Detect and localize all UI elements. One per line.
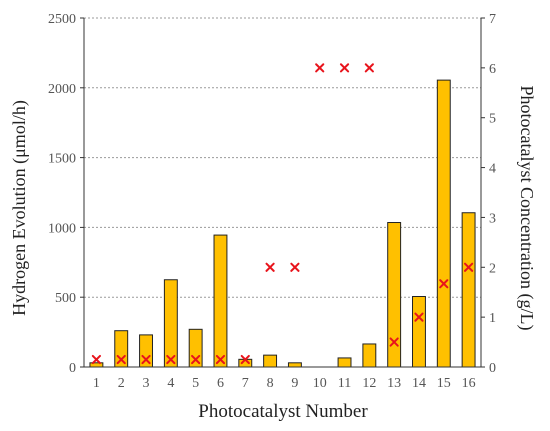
x-marker: [141, 354, 151, 365]
x-marker-stroke: [463, 262, 474, 272]
bar: [436, 79, 451, 368]
x-marker: [166, 354, 176, 365]
y2-tick-label: 3: [489, 211, 496, 226]
bar: [461, 212, 476, 368]
x-tick-label: 11: [338, 376, 351, 391]
x-marker-stroke: [166, 354, 176, 365]
y-tick-label: 2000: [48, 82, 76, 97]
x-marker: [339, 63, 350, 73]
x-tick-label: 6: [217, 376, 224, 391]
x-marker: [91, 354, 102, 365]
x-marker: [315, 63, 325, 73]
x-marker: [215, 354, 226, 365]
x-marker-stroke: [91, 354, 102, 365]
x-tick-label: 14: [412, 376, 426, 391]
y2-axis-title: Photocatalyst Concentration (g/L): [516, 86, 537, 331]
y2-tick-label: 1: [489, 311, 496, 326]
bar: [213, 234, 228, 368]
y-tick-label: 2500: [48, 12, 76, 27]
x-tick-label: 3: [143, 376, 150, 391]
y2-tick-label: 7: [489, 12, 496, 27]
x-tick-label: 16: [462, 376, 476, 391]
y-tick-label: 500: [55, 291, 76, 306]
x-tick-label: 13: [387, 376, 401, 391]
x-marker-stroke: [141, 354, 151, 365]
y-tick-label: 1000: [48, 221, 76, 236]
x-marker: [191, 354, 201, 365]
x-tick-label: 9: [291, 376, 298, 391]
x-marker: [290, 262, 300, 272]
x-marker: [463, 262, 474, 272]
bar: [337, 357, 352, 368]
y2-tick-label: 5: [489, 112, 496, 127]
bar-series: [89, 79, 476, 368]
bar: [287, 362, 302, 368]
x-marker: [364, 63, 374, 73]
x-tick-label: 1: [93, 376, 100, 391]
x-marker-stroke: [191, 354, 201, 365]
x-tick-label: 12: [362, 376, 376, 391]
x-marker: [116, 354, 126, 365]
x-marker-stroke: [339, 63, 350, 73]
x-marker-stroke: [215, 354, 226, 365]
x-marker-stroke: [240, 354, 250, 365]
x-tick-label: 7: [242, 376, 249, 391]
y2-tick-label: 0: [489, 361, 496, 376]
bar: [163, 279, 178, 368]
axes: [80, 17, 485, 368]
y2-tick-label: 4: [489, 162, 496, 177]
bar: [114, 330, 129, 368]
x-marker-stroke: [315, 63, 325, 73]
x-marker: [240, 354, 250, 365]
x-tick-label: 2: [118, 376, 125, 391]
x-marker-stroke: [364, 63, 374, 73]
bar: [412, 296, 426, 368]
x-marker-stroke: [389, 337, 399, 347]
y-axis-title: Hydrogen Evolution (μmol/h): [9, 100, 30, 316]
x-marker: [414, 312, 424, 322]
x-marker-stroke: [265, 262, 275, 272]
x-tick-label: 8: [267, 376, 274, 391]
x-marker: [389, 337, 399, 347]
gridlines: [84, 17, 481, 298]
x-tick-label: 4: [167, 376, 174, 391]
bar: [362, 343, 377, 368]
y2-tick-label: 2: [489, 261, 496, 276]
x-marker-stroke: [290, 262, 300, 272]
bar: [188, 328, 203, 368]
bar: [263, 354, 278, 368]
x-marker: [265, 262, 275, 272]
x-tick-label: 10: [313, 376, 327, 391]
x-marker: [439, 279, 449, 289]
x-tick-label: 5: [192, 376, 199, 391]
x-marker-stroke: [439, 279, 449, 289]
y-tick-label: 1500: [48, 152, 76, 167]
y2-tick-label: 6: [489, 62, 496, 77]
marker-series: [91, 63, 474, 365]
x-tick-label: 15: [437, 376, 451, 391]
x-marker-stroke: [414, 312, 424, 322]
y-tick-label: 0: [69, 361, 76, 376]
bar: [139, 334, 153, 368]
x-marker-stroke: [116, 354, 126, 365]
x-axis-title: Photocatalyst Number: [198, 401, 368, 422]
